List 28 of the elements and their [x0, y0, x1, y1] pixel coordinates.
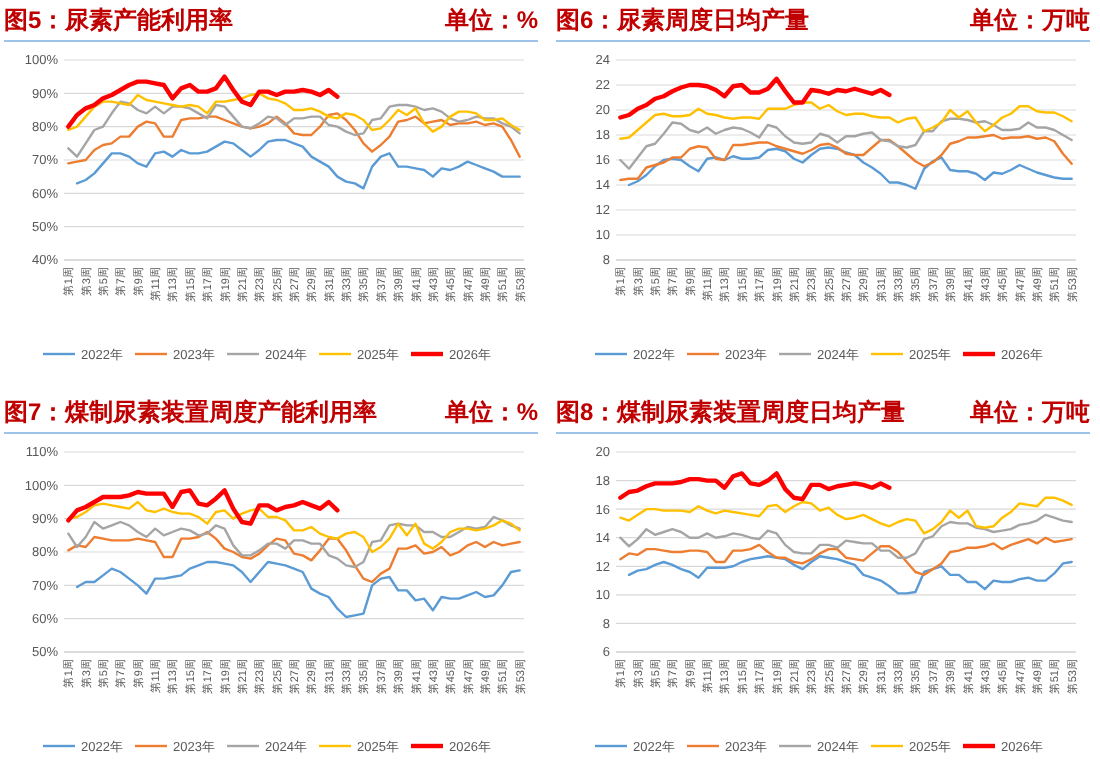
- chart-subtitle: 单位：万吨: [970, 4, 1090, 38]
- line-series: [619, 117, 1073, 170]
- chart-subtitle: 单位：万吨: [970, 396, 1090, 430]
- chart-subtitle: 单位：%: [444, 396, 538, 430]
- line-series: [627, 146, 1073, 190]
- line-series: [67, 100, 521, 158]
- line-series: [618, 471, 892, 502]
- line-series: [67, 112, 521, 165]
- line-series: [66, 488, 340, 526]
- line-series: [67, 530, 521, 584]
- line-series: [619, 496, 1073, 535]
- chart-title: 图7：煤制尿素装置周度产能利用率: [4, 396, 378, 430]
- line-series: [67, 92, 521, 133]
- chart-title: 图8：煤制尿素装置周度日均产量: [556, 396, 906, 430]
- chart-subtitle: 单位：%: [444, 4, 538, 38]
- line-series: [75, 138, 521, 190]
- line-series: [66, 74, 340, 129]
- line-series: [618, 76, 892, 120]
- line-series: [67, 515, 521, 569]
- line-series: [75, 560, 521, 619]
- chart-title: 图5：尿素产能利用率: [4, 4, 234, 38]
- line-series: [619, 536, 1073, 577]
- line-series: [67, 500, 521, 554]
- line-series: [619, 101, 1073, 140]
- line-series: [619, 513, 1073, 559]
- line-series: [627, 555, 1073, 595]
- line-series: [619, 133, 1073, 182]
- chart-title: 图6：尿素周度日均产量: [556, 4, 810, 38]
